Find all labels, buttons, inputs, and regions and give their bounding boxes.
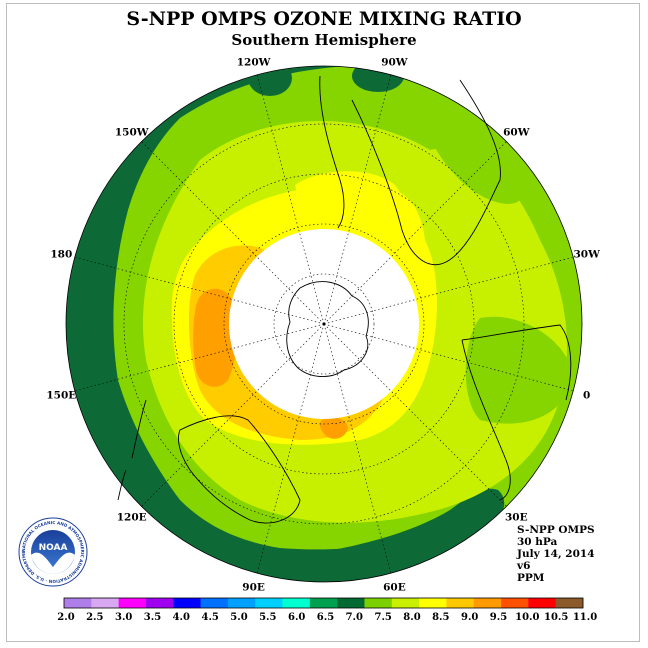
colorbar-swatch (446, 598, 475, 608)
longitude-label: 60W (503, 127, 530, 139)
colorbar-border (63, 597, 584, 609)
colorbar-swatch (473, 598, 502, 608)
colorbar-tick-label: 6.5 (317, 612, 334, 623)
units-label: PPM (517, 572, 545, 584)
new-zealand-coastline (117, 399, 147, 501)
graticule (74, 74, 574, 574)
colorbar-tick-label: 8.5 (432, 612, 449, 623)
colorbar-swatch (255, 598, 283, 608)
colorbar-swatch (419, 598, 447, 608)
colorbar-tick-label: 5.5 (259, 612, 276, 623)
meridian-line (323, 323, 507, 507)
colorbar-swatch (200, 598, 229, 608)
longitude-label: 0 (583, 389, 590, 401)
coastlines (117, 75, 572, 524)
meridian-line (74, 256, 325, 325)
colorbar-swatch (118, 598, 147, 608)
colorbar-tick-label: 2.5 (86, 612, 103, 623)
longitude-label: 120E (117, 511, 147, 523)
meridian-line (323, 256, 574, 325)
colorbar-tick-label: 3.5 (144, 612, 161, 623)
map-boundary (65, 65, 583, 583)
colorbar-swatch (364, 598, 393, 608)
colorbar-swatch (555, 598, 584, 608)
colorbar-swatch (227, 598, 256, 608)
longitude-label: 30W (573, 249, 600, 261)
colorbar-tick-label: 11.0 (573, 612, 597, 623)
colorbar-tick-label: 4.5 (201, 612, 218, 623)
africa-coastline (461, 324, 572, 501)
ozone-contours (66, 66, 582, 582)
contour-9-5-b (319, 417, 348, 439)
colorbar-tick-label: 8.0 (403, 612, 420, 623)
colorbar-tick-label: 7.5 (374, 612, 391, 623)
south-america-coastline (319, 75, 501, 266)
longitude-label: 180 (50, 249, 72, 261)
colorbar-swatch (173, 598, 201, 608)
australia-coastline (178, 415, 301, 524)
seagull-icon (31, 552, 75, 574)
meridian-line (323, 141, 507, 325)
meridian-line (256, 74, 325, 325)
latitude-circle (173, 173, 475, 475)
colorbar-swatch (145, 598, 174, 608)
meridian-line (141, 141, 325, 325)
contour-7-5-patch (427, 108, 520, 204)
colorbar-tick-label: 5.0 (230, 612, 247, 623)
latitude-circle (273, 273, 375, 375)
meridian-line (323, 323, 574, 392)
contour-8-5-top (295, 171, 402, 229)
colorbar-swatch (309, 598, 338, 608)
longitude-label: 60E (383, 582, 406, 594)
colorbar-swatch (91, 598, 119, 608)
contour-7-5-right (465, 316, 574, 424)
colorbar-tick-label: 6.0 (288, 612, 305, 623)
meridian-line (323, 323, 392, 574)
latitude-circle (123, 123, 525, 525)
colorbar: 2.0 2.5 3.0 3.5 4.0 4.5 5.0 5.5 6.0 6.5 7.0 7.5 8.0 8… (57, 597, 597, 623)
colorbar-tick-label: 3.0 (115, 612, 132, 623)
colorbar-swatch (528, 598, 556, 608)
longitude-label: 120W (237, 56, 271, 68)
colorbar-swatch (282, 598, 311, 608)
colorbar-tick-label: 10.5 (544, 612, 568, 623)
info-panel: S-NPP OMPS 30 hPa July 14, 2014 v6 PPM (517, 524, 595, 584)
contour-7-0-lower (270, 488, 505, 582)
colorbar-tick-label: 9.5 (490, 612, 507, 623)
colorbar-swatch (501, 598, 529, 608)
noaa-logo: NATIONAL OCEANIC AND ATMOSPHERIC ADMINIS… (18, 517, 88, 587)
colorbar-swatch (391, 598, 420, 608)
meridian-line (323, 74, 392, 325)
meridian-line (256, 323, 325, 574)
instrument-label: S-NPP OMPS (517, 524, 595, 536)
longitude-label: 30E (505, 511, 528, 523)
antarctica-coastline (286, 281, 369, 377)
logo-text: NOAA (39, 543, 68, 553)
colorbar-tick-label: 10.0 (515, 612, 539, 623)
longitude-label: 90E (242, 582, 265, 594)
colorbar-swatch (64, 598, 92, 608)
longitude-label: 90W (381, 56, 408, 68)
colorbar-tick-label: 2.0 (57, 612, 74, 623)
meridian-line (74, 323, 325, 392)
longitude-label: 150W (115, 127, 149, 139)
longitude-label: 150E (46, 389, 76, 401)
contour-9-5 (193, 288, 237, 387)
pressure-level: 30 hPa (517, 536, 558, 548)
latitude-circle (223, 223, 425, 425)
page-subtitle: Southern Hemisphere (231, 31, 417, 49)
colorbar-swatch (337, 598, 365, 608)
meridian-line (141, 323, 325, 507)
version-label: v6 (517, 560, 531, 572)
colorbar-tick-label: 4.0 (173, 612, 190, 623)
longitude-labels: 0 30E 60E 90E 120E 150E 180 150W 120W 90W 60W 30W (46, 56, 600, 593)
page-title: S-NPP OMPS OZONE MIXING RATIO (126, 8, 522, 30)
date-label: July 14, 2014 (517, 548, 595, 560)
south-pole-marker (322, 322, 326, 326)
colorbar-tick-label: 9.0 (461, 612, 478, 623)
colorbar-tick-label: 7.0 (346, 612, 363, 623)
